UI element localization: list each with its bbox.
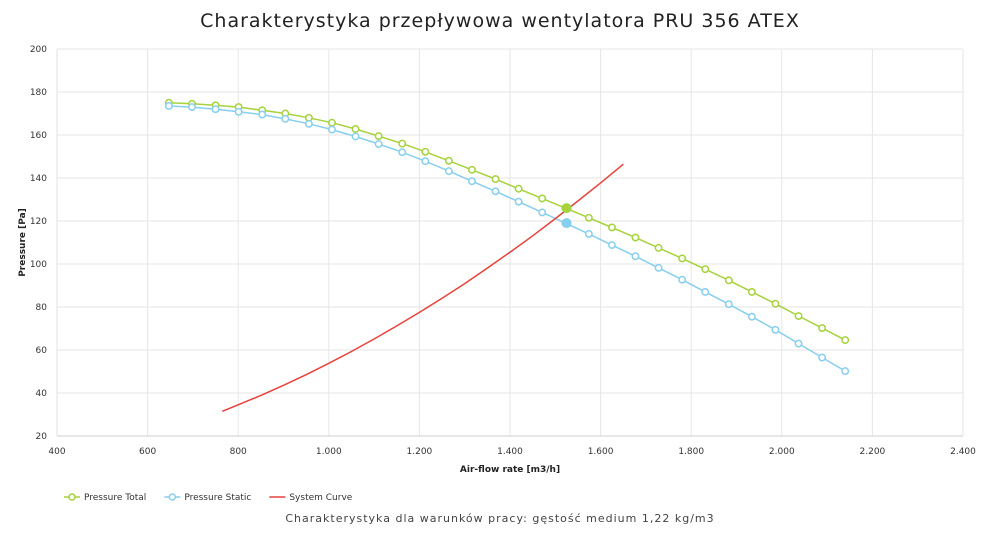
data-point [351, 132, 360, 141]
x-tick-label: 1.400 [497, 447, 523, 457]
data-point [398, 139, 407, 148]
data-point [421, 157, 430, 166]
data-point [607, 223, 616, 232]
data-point [654, 243, 663, 252]
x-tick-label: 1.600 [588, 447, 614, 457]
data-point [421, 147, 430, 156]
data-point [374, 140, 383, 148]
x-tick-label: 2.400 [950, 447, 976, 457]
data-point [281, 114, 290, 123]
legend-marker-pressure-total [68, 493, 76, 501]
data-point [631, 233, 640, 242]
data-point [188, 103, 196, 112]
y-tick-label: 140 [30, 174, 47, 184]
y-tick-label: 100 [30, 260, 47, 270]
data-point [724, 300, 733, 309]
data-point [444, 156, 453, 165]
data-point [514, 184, 523, 193]
data-point [747, 288, 756, 296]
y-tick-label: 20 [36, 432, 48, 442]
data-point [328, 118, 336, 127]
data-point [234, 107, 243, 116]
legend-marker-pressure-static [168, 493, 177, 501]
data-point [631, 252, 640, 261]
axes: 400 600 800 1.000 1.200 1.400 1.600 1.800 2.000 2… [18, 45, 976, 475]
y-tick-label: 120 [30, 217, 47, 227]
y-tick-label: 160 [30, 131, 47, 141]
y-tick-label: 180 [30, 88, 47, 98]
data-point [258, 110, 267, 119]
data-point [818, 353, 827, 362]
data-point [678, 254, 687, 263]
y-tick-label: 80 [36, 303, 48, 313]
data-point [304, 119, 313, 128]
y-tick-label: 200 [30, 45, 47, 55]
y-tick-label: 40 [36, 389, 48, 399]
chart-title: Charakterystyka przepływowa wentylatora … [200, 10, 800, 32]
series-layer [164, 98, 850, 412]
data-point [678, 275, 687, 284]
operating-point-static [561, 218, 572, 229]
x-tick-label: 800 [230, 447, 247, 457]
data-point [841, 336, 850, 345]
data-point [747, 312, 756, 321]
data-point [607, 241, 616, 250]
data-point [514, 197, 523, 206]
data-point [444, 167, 453, 176]
legend-label-pressure-total: Pressure Total [84, 493, 146, 503]
data-point [771, 325, 780, 334]
x-tick-label: 400 [48, 447, 65, 457]
y-tick-label: 60 [36, 346, 48, 356]
data-point [818, 324, 827, 333]
x-tick-label: 1.200 [407, 447, 433, 457]
x-tick-label: 2.200 [860, 447, 886, 457]
data-point [584, 229, 593, 238]
data-point [724, 276, 733, 285]
data-point [467, 177, 476, 186]
data-point [538, 208, 547, 217]
data-point [351, 125, 360, 133]
data-point [491, 187, 500, 196]
data-point [164, 102, 173, 110]
x-tick-label: 2.000 [769, 447, 795, 457]
series-line-system-curve [222, 163, 624, 412]
chart-subtitle: Charakterystyka dla warunków pracy: gęst… [285, 512, 715, 525]
legend-label-system-curve: System Curve [289, 493, 352, 503]
data-point [211, 105, 220, 114]
data-point [398, 148, 407, 157]
series-line-pressure-static [168, 105, 846, 372]
legend-label-pressure-static: Pressure Static [184, 493, 251, 503]
data-point [328, 125, 336, 134]
data-point [841, 367, 850, 376]
data-point [491, 175, 500, 184]
x-axis-title: Air-flow rate [m3/h] [460, 465, 560, 475]
data-point [771, 299, 780, 308]
y-axis-title: Pressure [Pa] [18, 208, 28, 277]
x-tick-label: 600 [139, 447, 156, 457]
operating-point-total [561, 203, 572, 214]
data-point [538, 194, 547, 203]
x-tick-label: 1.800 [678, 447, 704, 457]
data-point [701, 265, 710, 274]
data-point [701, 288, 710, 296]
data-point [584, 213, 593, 222]
data-point [794, 339, 803, 348]
data-point [467, 165, 476, 174]
x-tick-label: 1.000 [316, 447, 342, 457]
data-point [374, 132, 383, 141]
legend: Pressure Total Pressure Static System Curv… [64, 493, 353, 503]
data-point [654, 263, 663, 272]
data-point [794, 312, 803, 320]
